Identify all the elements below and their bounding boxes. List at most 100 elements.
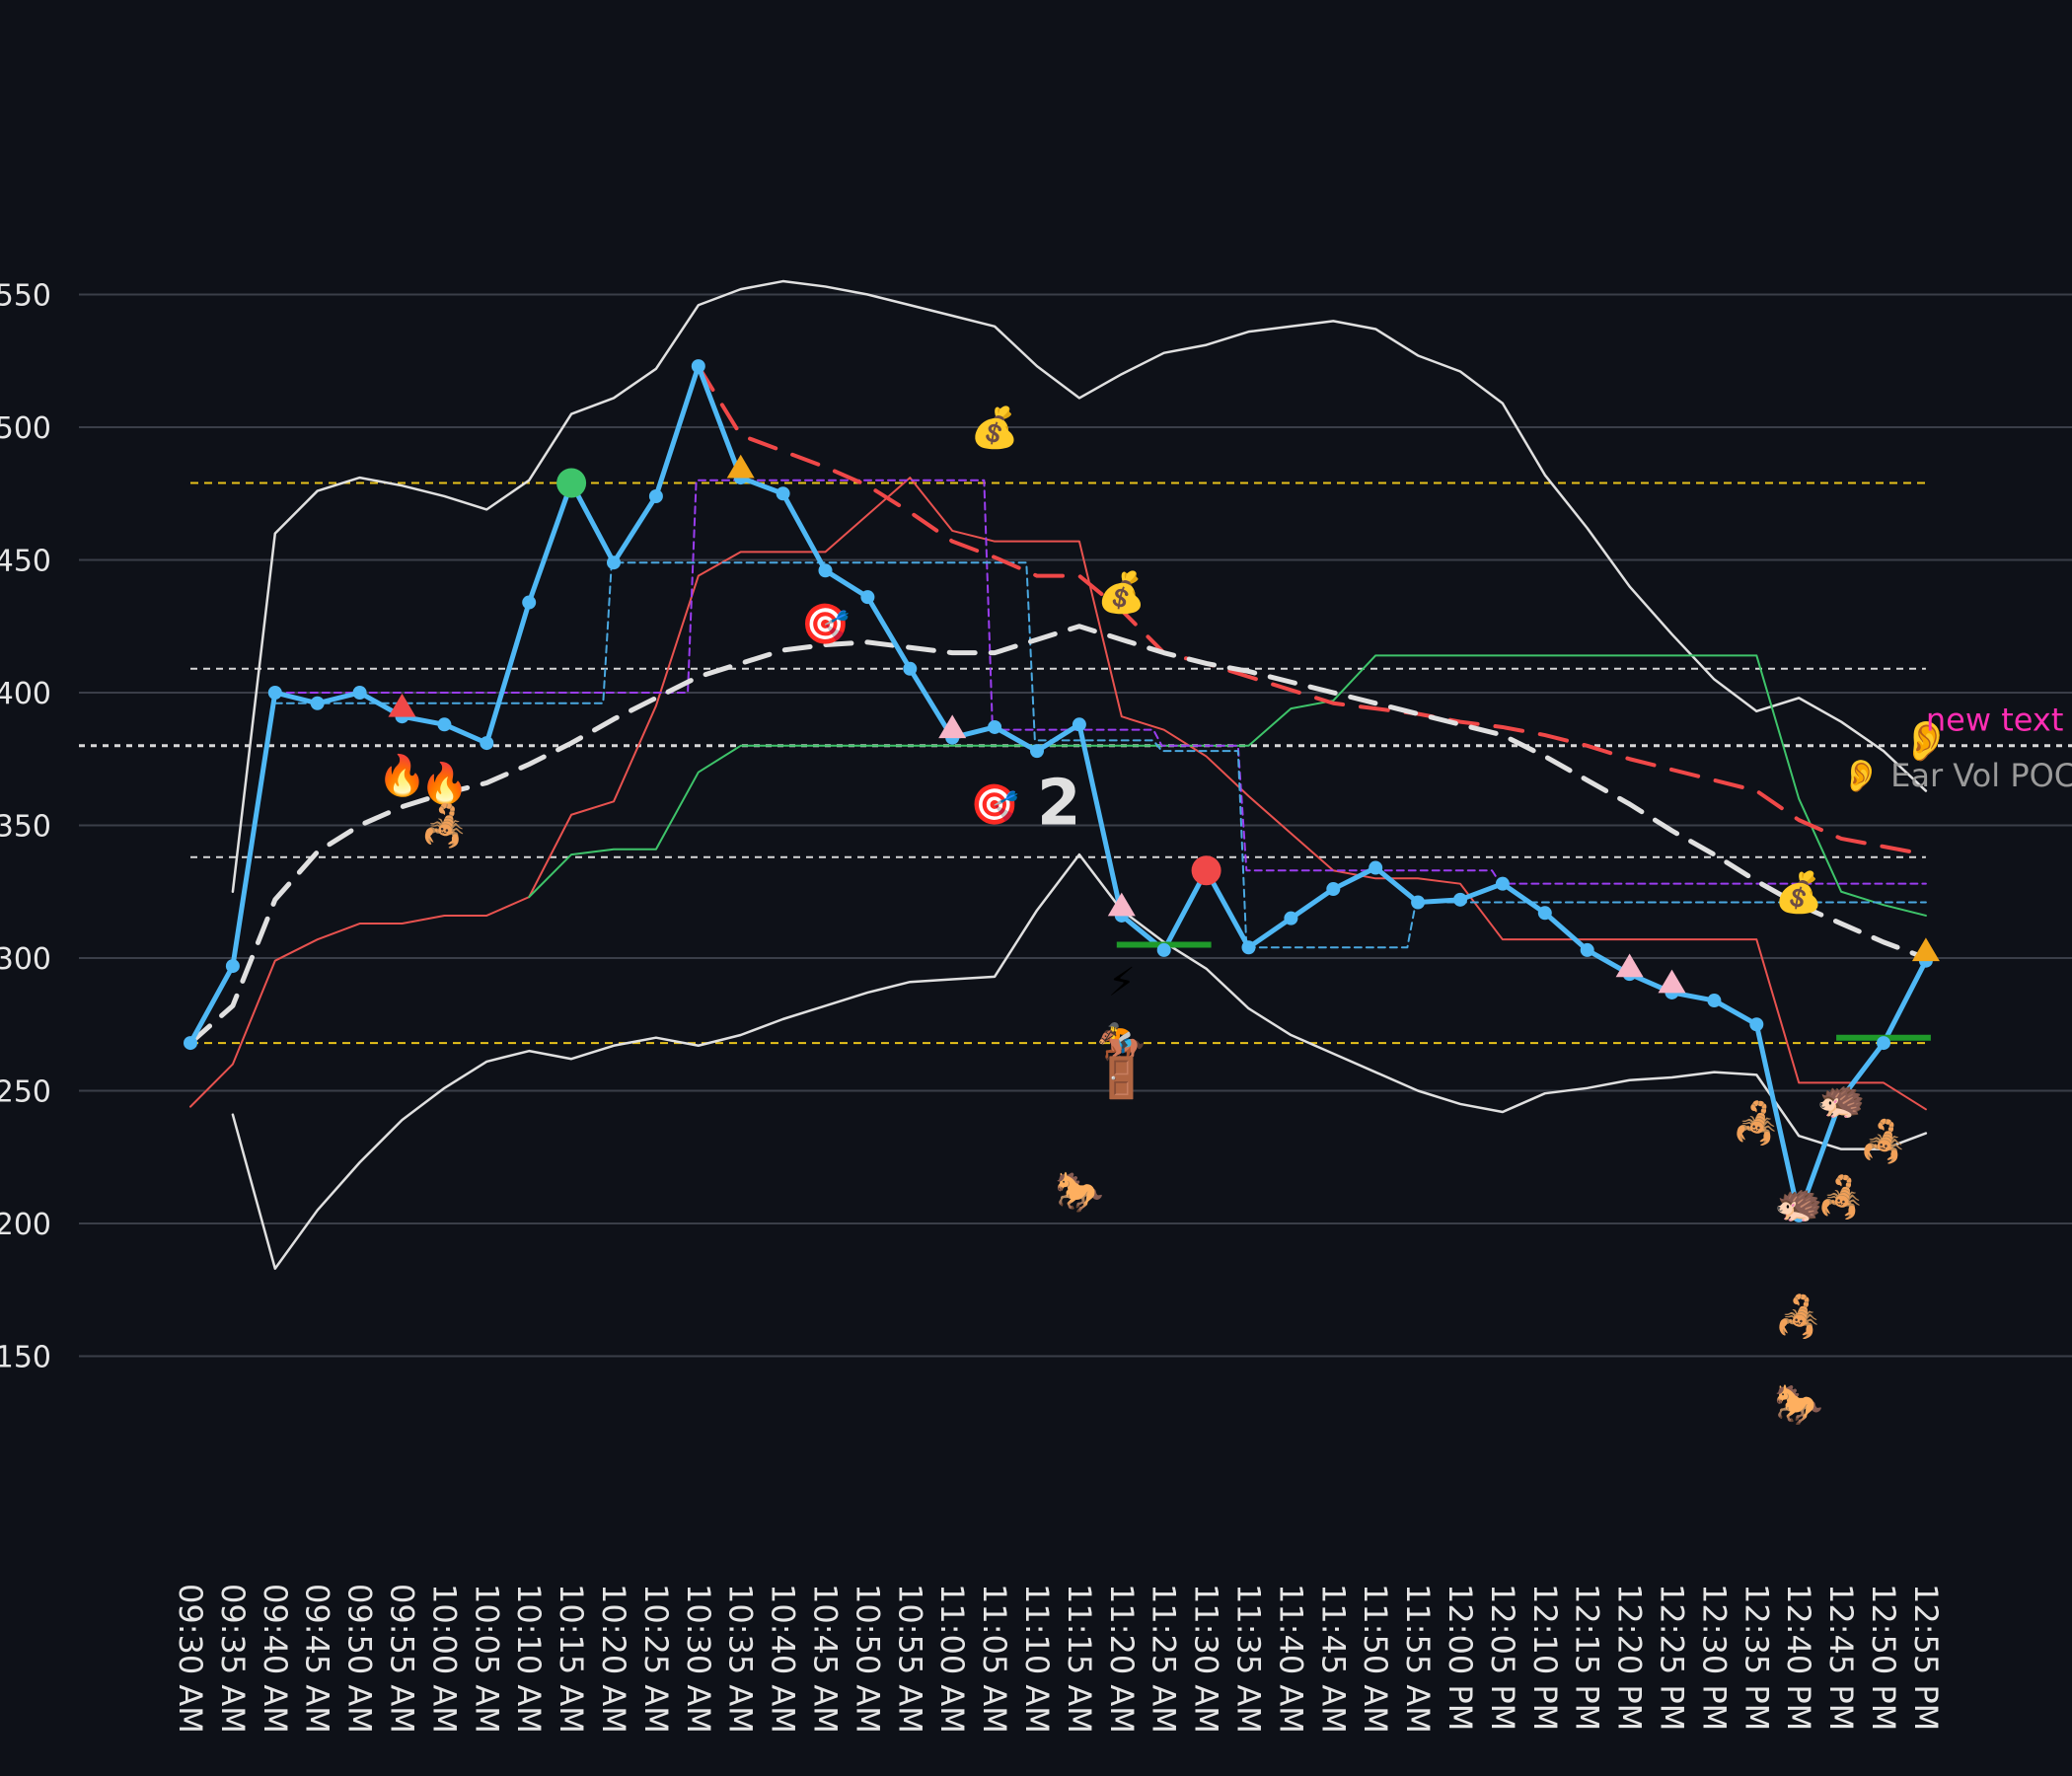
price-point-1 (225, 959, 240, 974)
x-tick-label-25: 11:35 AM (1230, 1584, 1268, 1734)
price-point-11 (648, 488, 663, 503)
x-tick-label-20: 11:10 AM (1018, 1584, 1056, 1734)
series-upper_band (231, 279, 1928, 893)
emoji-15: 🐎 (1055, 1170, 1104, 1216)
y-tick-label-550: 550 (0, 279, 51, 314)
price-point-27 (1326, 882, 1341, 897)
x-tick-label-8: 10:10 AM (510, 1584, 548, 1734)
x-tick-label-30: 12:00 PM (1442, 1584, 1479, 1731)
emoji-18: 🦔 (1774, 1180, 1823, 1225)
y-tick-label-450: 450 (0, 545, 51, 579)
y-tick-label-250: 250 (0, 1075, 51, 1110)
y-tick-label-150: 150 (0, 1341, 51, 1375)
price-point-25 (1241, 940, 1256, 955)
x-tick-label-41: 12:55 PM (1907, 1584, 1945, 1731)
x-tick-label-18: 11:00 AM (933, 1584, 971, 1734)
x-tick-label-39: 12:45 PM (1822, 1584, 1860, 1731)
price-point-16 (860, 590, 875, 605)
emoji-7: 🦂 (419, 802, 469, 850)
emoji-1: 💰 (1097, 569, 1147, 616)
marker-circle-1 (1191, 855, 1221, 886)
price-point-14 (776, 486, 790, 501)
price-point-33 (1580, 942, 1594, 957)
y-tick-label-400: 400 (0, 677, 51, 711)
x-tick-label-34: 12:20 PM (1611, 1584, 1649, 1731)
x-tick-label-16: 10:50 AM (849, 1584, 886, 1734)
price-point-40 (1877, 1036, 1890, 1051)
price-point-2 (267, 686, 282, 700)
emoji-0: 💰 (970, 405, 1019, 451)
price-point-39 (1834, 1091, 1849, 1106)
x-tick-label-6: 10:00 AM (425, 1584, 463, 1734)
x-tick-label-31: 12:05 PM (1484, 1584, 1521, 1731)
marker-triangle-3 (1785, 1192, 1813, 1217)
emoji-4: 🎯 (970, 782, 1019, 828)
x-tick-label-33: 12:15 PM (1569, 1584, 1606, 1731)
series-red_dash (696, 364, 1928, 857)
emoji-19: 👂 (1901, 717, 1951, 764)
x-tick-label-17: 10:55 AM (891, 1584, 928, 1734)
signal-markers (388, 454, 1940, 1217)
x-tick-label-38: 12:40 PM (1780, 1584, 1817, 1731)
y-tick-label-200: 200 (0, 1208, 51, 1242)
price-point-30 (1453, 892, 1467, 907)
price-point-6 (437, 717, 452, 732)
x-tick-label-35: 12:25 PM (1654, 1584, 1691, 1731)
price-point-32 (1537, 906, 1552, 921)
emoji-8: 🦂 (1732, 1099, 1781, 1147)
marker-triangle-8 (1615, 953, 1644, 978)
x-axis-ticks: 09:30 AM 09:35 AM 09:40 AM 09:45 AM 09:50 AM… (172, 1584, 1945, 1734)
price-point-19 (988, 719, 1002, 734)
x-tick-label-5: 09:55 AM (384, 1584, 421, 1734)
price-point-20 (1030, 744, 1044, 759)
emoji-annotations: 💰💰💰🎯🎯🔥🔥🦂🦂🦂🦂🦂⚡🏇🚪🐎🐎🦔🦔👂 (378, 405, 1951, 1428)
y-tick-label-350: 350 (0, 810, 51, 845)
x-tick-label-26: 11:40 AM (1272, 1584, 1309, 1734)
x-tick-label-32: 12:10 PM (1526, 1584, 1564, 1731)
x-tick-label-13: 10:35 AM (722, 1584, 760, 1734)
series-lines (187, 279, 1929, 1270)
price-point-10 (607, 555, 621, 570)
x-tick-label-14: 10:40 AM (765, 1584, 802, 1734)
series-red_line (189, 477, 1927, 1111)
price-point-8 (522, 595, 537, 610)
x-tick-label-10: 10:20 AM (595, 1584, 632, 1734)
x-tick-label-7: 10:05 AM (468, 1584, 505, 1734)
price-point-3 (310, 696, 325, 710)
y-tick-label-300: 300 (0, 942, 51, 977)
x-tick-label-0: 09:30 AM (172, 1584, 209, 1734)
price-point-31 (1495, 876, 1510, 891)
price-point-15 (818, 563, 833, 578)
x-tick-label-24: 11:30 AM (1188, 1584, 1225, 1734)
x-tick-label-2: 09:40 AM (257, 1584, 294, 1734)
x-tick-label-29: 11:55 AM (1399, 1584, 1437, 1734)
x-tick-label-40: 12:50 PM (1865, 1584, 1902, 1731)
x-tick-label-19: 11:05 AM (976, 1584, 1013, 1734)
annotation-2: 2 (1037, 767, 1081, 840)
y-tick-label-500: 500 (0, 411, 51, 446)
series-lower_band (231, 852, 1928, 1270)
x-tick-label-3: 09:45 AM (299, 1584, 336, 1734)
marker-triangle-5 (1911, 937, 1940, 962)
price-point-17 (903, 661, 918, 676)
x-tick-label-12: 10:30 AM (680, 1584, 717, 1734)
marker-triangle-6 (938, 714, 967, 739)
series-price (187, 363, 1929, 1219)
x-tick-label-21: 11:15 AM (1061, 1584, 1098, 1734)
emoji-17: 🦔 (1816, 1077, 1866, 1123)
price-point-29 (1411, 895, 1426, 910)
x-tick-label-1: 09:35 AM (214, 1584, 252, 1734)
marker-triangle-2 (388, 693, 416, 717)
emoji-14: 🚪 (1097, 1055, 1147, 1101)
price-point-37 (1749, 1017, 1764, 1032)
y-axis-ticks: 150 200 250 300 350 400 450 500 550 (0, 279, 51, 1375)
x-tick-label-15: 10:45 AM (807, 1584, 845, 1734)
x-tick-label-27: 11:45 AM (1314, 1584, 1352, 1734)
marker-circle-0 (556, 468, 587, 498)
price-point-26 (1284, 911, 1298, 925)
emoji-11: 🦂 (1774, 1293, 1823, 1340)
x-tick-label-23: 11:25 AM (1146, 1584, 1183, 1734)
emoji-5: 🔥 (378, 752, 427, 798)
emoji-13: 🏇 (1097, 1021, 1147, 1067)
